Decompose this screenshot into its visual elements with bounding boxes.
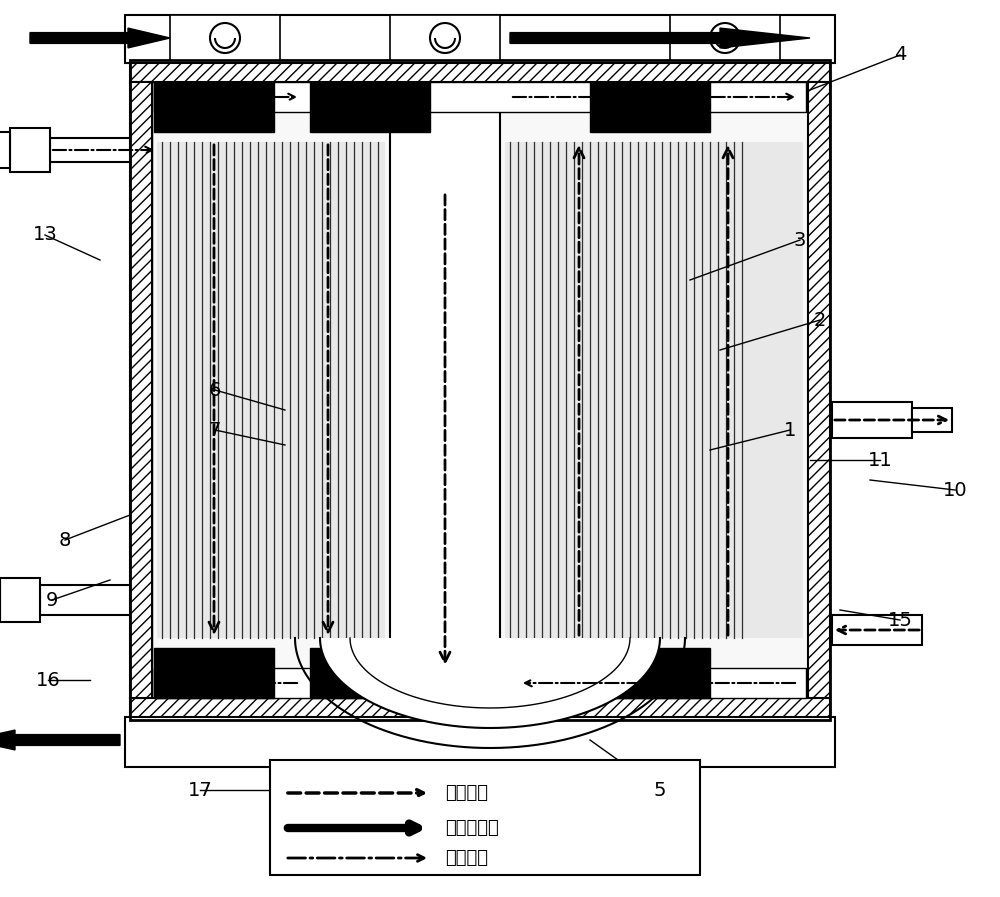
Bar bbox=[50, 138, 130, 162]
Text: 13: 13 bbox=[33, 225, 57, 245]
Text: 气体流向: 气体流向 bbox=[445, 849, 488, 867]
Bar bbox=[130, 698, 830, 720]
Bar bbox=[310, 648, 430, 698]
Bar bbox=[390, 15, 500, 60]
Text: 2: 2 bbox=[814, 310, 826, 329]
Bar bbox=[125, 15, 835, 63]
Bar bbox=[154, 648, 274, 698]
Bar bbox=[10, 128, 50, 172]
Bar bbox=[130, 82, 152, 698]
Bar bbox=[157, 142, 385, 638]
Bar bbox=[808, 82, 830, 698]
Bar bbox=[154, 82, 806, 112]
Text: 血液流向: 血液流向 bbox=[445, 784, 488, 802]
Text: 5: 5 bbox=[654, 780, 666, 799]
Text: 7: 7 bbox=[209, 421, 221, 440]
Text: 15: 15 bbox=[888, 611, 912, 630]
Bar bbox=[505, 142, 803, 638]
Bar bbox=[590, 82, 710, 132]
Text: 1: 1 bbox=[784, 421, 796, 440]
FancyArrow shape bbox=[0, 730, 120, 750]
Bar bbox=[0, 132, 10, 168]
Bar bbox=[130, 60, 830, 720]
Bar bbox=[152, 82, 808, 698]
Bar bbox=[154, 82, 274, 132]
Text: 4: 4 bbox=[894, 46, 906, 65]
Text: 17: 17 bbox=[188, 780, 212, 799]
Circle shape bbox=[710, 23, 740, 53]
Bar bbox=[0, 578, 40, 622]
Bar bbox=[590, 648, 710, 698]
Text: 10: 10 bbox=[943, 481, 967, 500]
Circle shape bbox=[210, 23, 240, 53]
Bar bbox=[310, 82, 430, 132]
Text: 变温水流向: 变温水流向 bbox=[445, 819, 499, 837]
Bar bbox=[40, 585, 130, 615]
Bar bbox=[170, 15, 280, 60]
Bar bbox=[154, 668, 806, 698]
Text: 6: 6 bbox=[209, 380, 221, 399]
Bar bbox=[832, 402, 912, 438]
Bar bbox=[270, 760, 700, 875]
Bar bbox=[832, 615, 922, 645]
Text: 8: 8 bbox=[59, 530, 71, 550]
Bar bbox=[130, 60, 830, 82]
Text: 9: 9 bbox=[46, 590, 58, 609]
Circle shape bbox=[430, 23, 460, 53]
Bar bbox=[390, 92, 500, 688]
Bar bbox=[912, 408, 952, 432]
Text: 11: 11 bbox=[868, 450, 892, 469]
Text: 16: 16 bbox=[36, 670, 60, 690]
FancyArrow shape bbox=[510, 28, 810, 48]
FancyArrow shape bbox=[30, 28, 170, 48]
Text: 3: 3 bbox=[794, 231, 806, 249]
Bar bbox=[670, 15, 780, 60]
Bar bbox=[125, 717, 835, 767]
Polygon shape bbox=[320, 638, 660, 728]
